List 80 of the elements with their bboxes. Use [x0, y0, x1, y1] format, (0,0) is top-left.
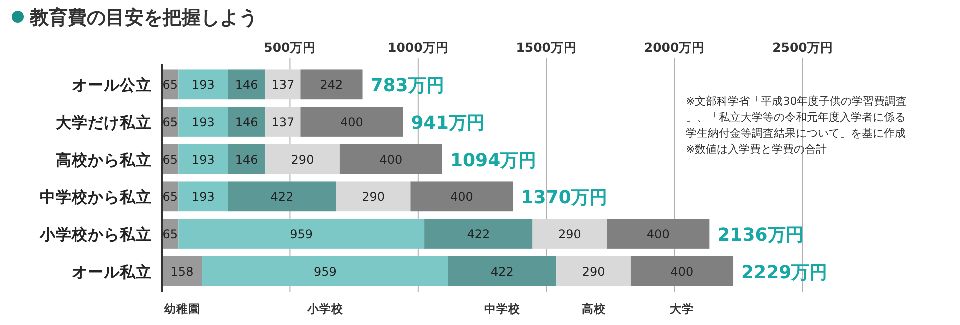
- data-label: 290: [291, 152, 314, 167]
- data-label: 65: [162, 78, 178, 92]
- total-label: 941万円: [411, 113, 485, 134]
- bar: [266, 70, 301, 100]
- total-label: 783万円: [370, 76, 444, 97]
- data-label: 193: [192, 190, 215, 204]
- x-tick-label: 1500万円: [516, 40, 577, 55]
- x-tick-label: 500万円: [264, 40, 316, 55]
- bar: [556, 256, 631, 286]
- data-label: 193: [192, 116, 215, 130]
- data-label: 158: [170, 264, 194, 279]
- data-label: 242: [320, 78, 344, 92]
- data-label: 959: [314, 264, 337, 279]
- bar: [178, 107, 228, 137]
- bar: [630, 256, 734, 286]
- bar: [532, 219, 608, 249]
- total-label: 1370万円: [521, 188, 608, 209]
- bar: [336, 182, 411, 212]
- bar: [178, 144, 228, 174]
- data-label: 422: [467, 228, 490, 242]
- bar: [228, 70, 266, 100]
- data-label: 65: [162, 152, 178, 167]
- y-tick-label: 大学だけ私立: [56, 113, 152, 132]
- data-label: 137: [272, 78, 295, 92]
- data-label: 400: [340, 116, 364, 130]
- bar: [178, 219, 425, 249]
- bar: [228, 182, 336, 212]
- data-label: 146: [235, 152, 258, 167]
- bar: [178, 182, 228, 212]
- bar: [340, 144, 442, 174]
- data-label: 422: [491, 264, 514, 279]
- y-tick-label: 中学校から私立: [40, 188, 152, 207]
- bar: [178, 70, 228, 100]
- bar: [448, 256, 557, 286]
- x-tick-label: 1000万円: [388, 40, 449, 55]
- data-label: 290: [582, 264, 606, 279]
- total-label: 1094万円: [450, 150, 537, 172]
- bar: [300, 107, 404, 137]
- y-tick-label: 高校から私立: [56, 150, 152, 170]
- data-label: 146: [235, 116, 258, 130]
- data-label: 137: [272, 116, 295, 130]
- bar: [607, 219, 710, 249]
- bar: [266, 144, 340, 174]
- series-label: 大学: [670, 302, 694, 316]
- data-label: 65: [162, 228, 178, 242]
- bar: [266, 107, 301, 137]
- annotation: ※文部科学省「平成30年度子供の学習費調査」、「私立大学等の令和元年度入学者に係る学生納付金等調査結果について」を基に作成: [686, 95, 908, 140]
- data-label: 65: [162, 190, 178, 204]
- bar: [410, 182, 514, 212]
- data-label: 193: [192, 152, 215, 167]
- total-label: 2136万円: [718, 225, 804, 246]
- series-label: 小学校: [306, 302, 344, 316]
- bar: [228, 107, 266, 137]
- data-label: 400: [670, 264, 694, 279]
- data-label: 400: [450, 190, 474, 204]
- y-tick-label: オール私立: [72, 262, 152, 282]
- y-tick-label: オール公立: [72, 76, 152, 95]
- bar: [300, 70, 363, 100]
- data-label: 400: [380, 152, 403, 167]
- data-label: 65: [162, 116, 178, 130]
- bar: [424, 219, 533, 249]
- series-label: 高校: [582, 302, 607, 316]
- data-label: 422: [270, 190, 294, 204]
- total-label: 2229万円: [742, 262, 828, 284]
- bar: [202, 256, 448, 286]
- data-label: 290: [558, 228, 582, 242]
- series-label: 中学校: [484, 302, 522, 316]
- bar: [228, 144, 266, 174]
- data-label: 400: [646, 228, 670, 242]
- y-tick-label: 小学校から私立: [39, 225, 152, 244]
- chart-title: 教育費の目安を把握しよう: [29, 7, 258, 29]
- x-tick-label: 2000万円: [644, 40, 706, 55]
- annotation: ※数値は入学費と学費の合計: [686, 143, 828, 156]
- data-label: 193: [192, 78, 215, 92]
- data-label: 290: [362, 190, 385, 204]
- x-tick-label: 2500万円: [772, 40, 834, 55]
- data-label: 959: [290, 228, 314, 242]
- series-label: 幼稚園: [164, 302, 200, 316]
- data-label: 146: [235, 78, 258, 92]
- bar: [162, 256, 203, 286]
